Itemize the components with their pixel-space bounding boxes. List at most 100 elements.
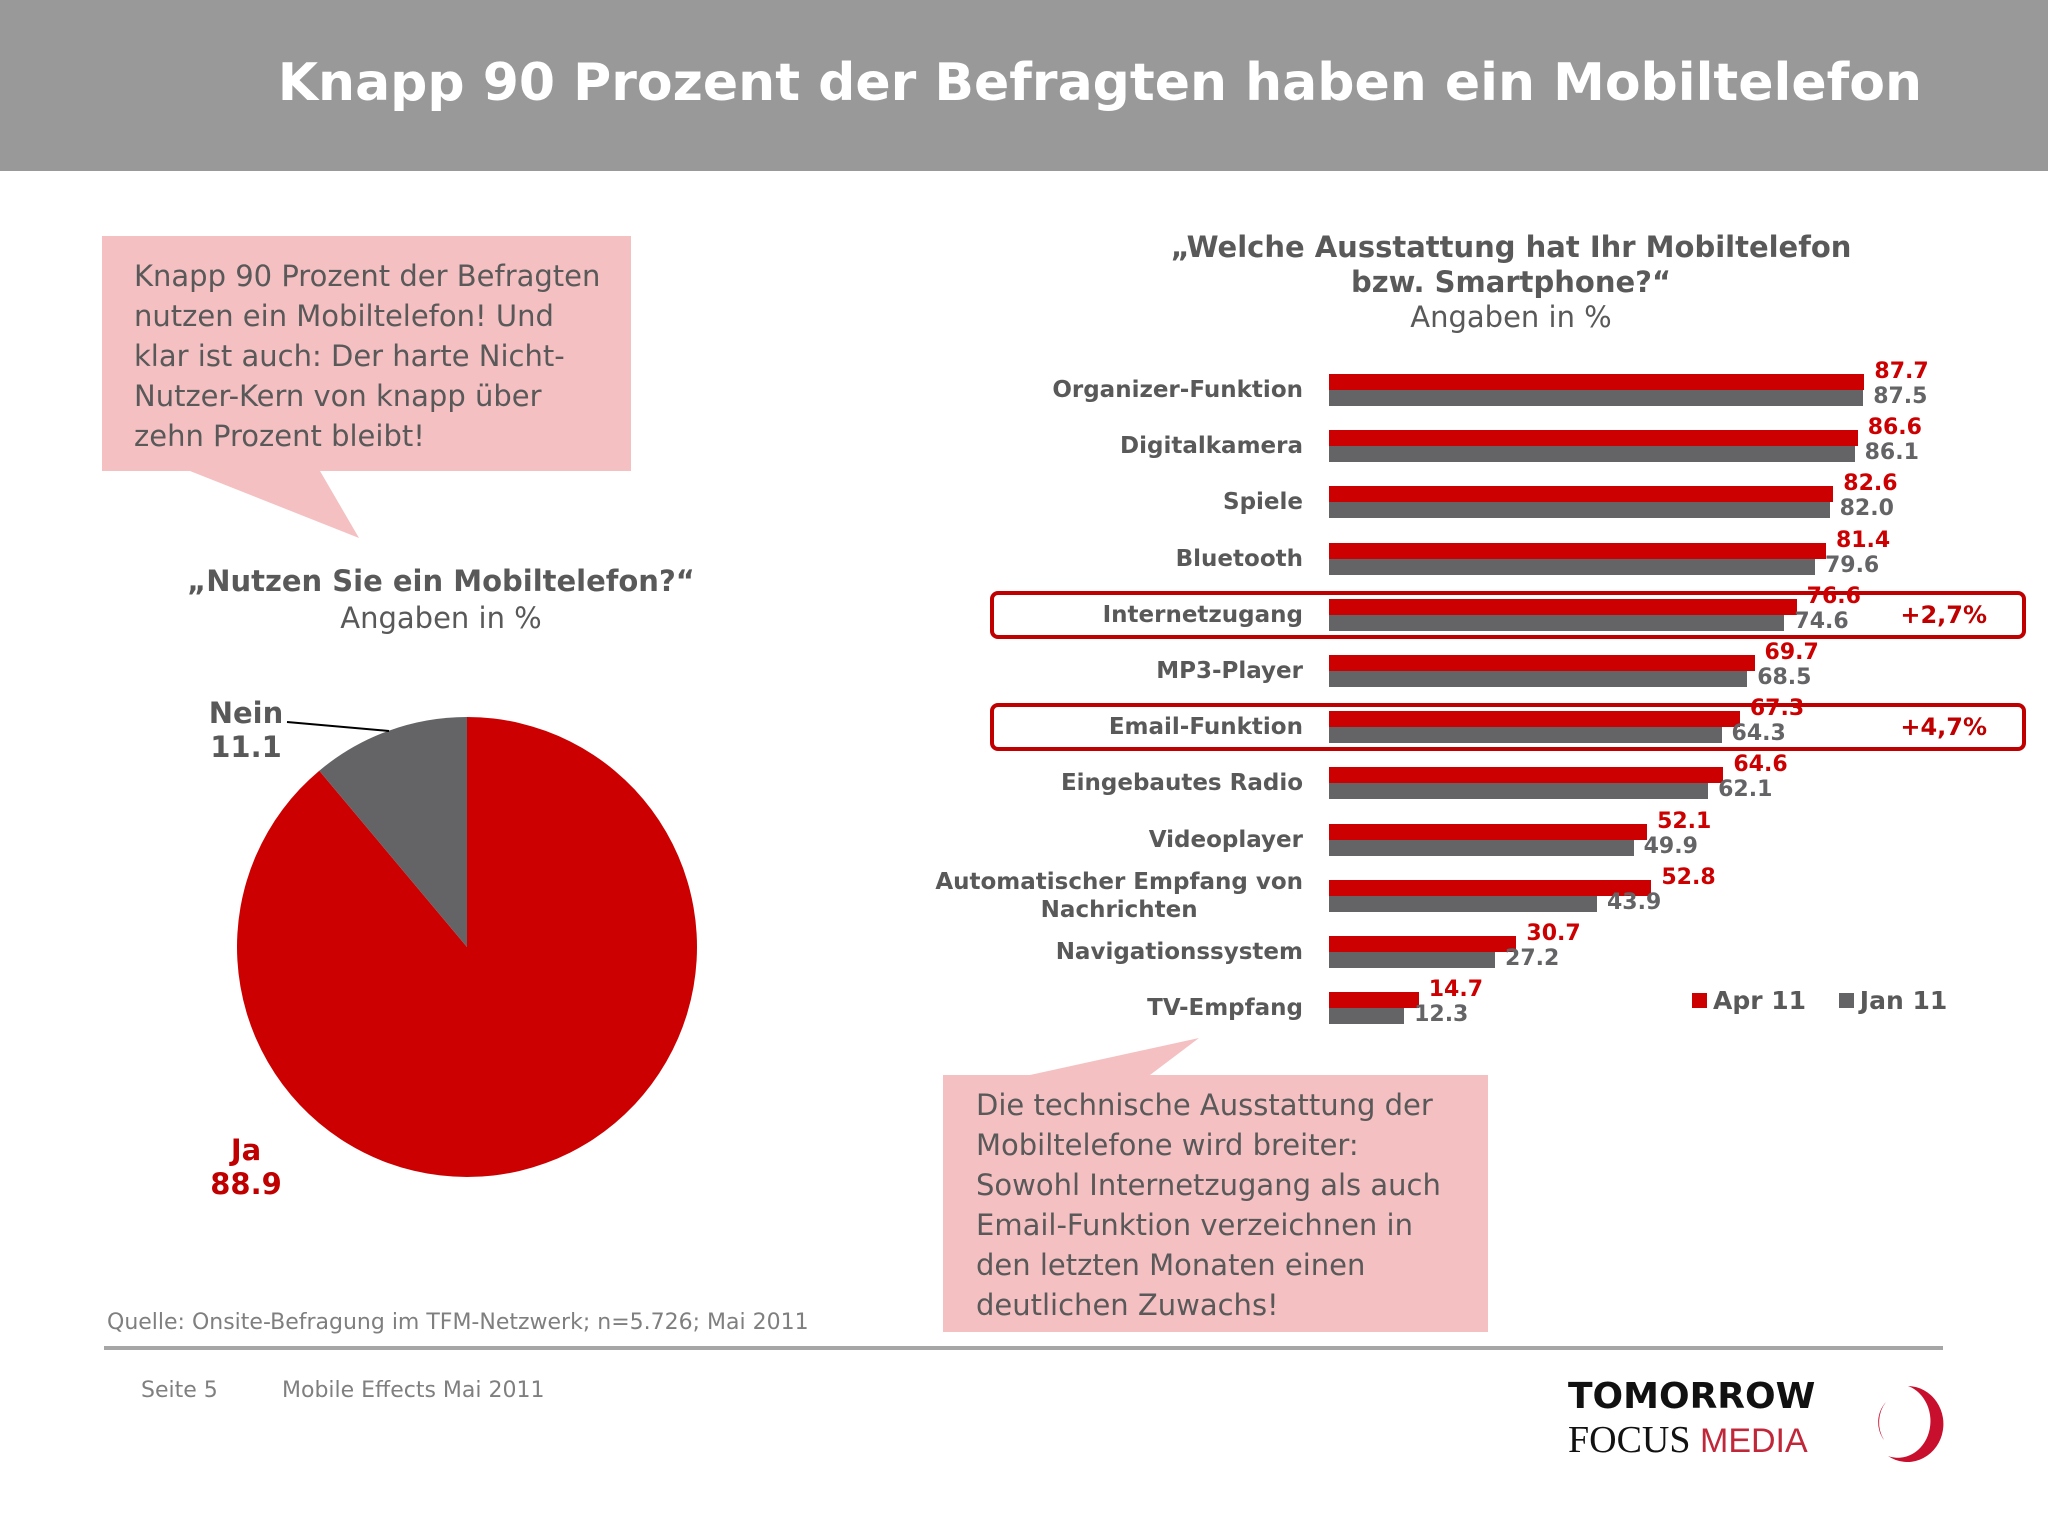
callout-line: nutzen ein Mobiltelefon! Und xyxy=(134,299,554,333)
value-label-apr: 52.1 xyxy=(1657,808,1712,834)
pie-chart xyxy=(236,716,697,1177)
category-label: Videoplayer xyxy=(1148,826,1303,853)
value-label-apr: 82.6 xyxy=(1843,471,1898,497)
pie-label-value: 11.1 xyxy=(210,730,282,764)
value-label-apr: 81.4 xyxy=(1835,527,1891,553)
legend: Apr 11 Jan 11 xyxy=(1692,986,1947,1016)
callout-line: Mobiltelefone wird breiter: xyxy=(976,1128,1359,1162)
bar-apr xyxy=(1329,542,1826,559)
bar-apr xyxy=(1329,936,1517,952)
nein-leader-line xyxy=(286,721,390,732)
source-note: Quelle: Onsite-Befragung im TFM-Netzwerk… xyxy=(107,1310,809,1335)
callout-line: Sowohl Internetzugang als auch xyxy=(976,1168,1441,1202)
highlight-box: +2,7% xyxy=(990,590,2026,639)
bar-jan xyxy=(1329,502,1830,519)
legend-item-apr: Apr 11 xyxy=(1692,986,1806,1015)
value-label-apr: 64.6 xyxy=(1733,752,1788,778)
legend-label: Apr 11 xyxy=(1713,986,1807,1015)
value-label-jan: 62.1 xyxy=(1718,777,1773,803)
pie-label-name: Ja xyxy=(230,1133,262,1167)
pie-label-ja: Ja 88.9 xyxy=(186,1133,306,1201)
pie-label-name: Nein xyxy=(208,696,284,730)
logo-line2: FOCUS MEDIA xyxy=(1568,1418,1968,1463)
bar-apr xyxy=(1329,430,1858,447)
bar-apr xyxy=(1329,992,1419,1009)
value-label-jan: 64.3 xyxy=(1731,721,1786,747)
callout-line: Nutzer-Kern von knapp über xyxy=(134,379,542,413)
bar-apr xyxy=(1329,598,1797,615)
callout-line: Die technische Ausstattung der xyxy=(976,1088,1433,1122)
callout-line: Email-Funktion verzeichnen in xyxy=(976,1208,1413,1242)
bar-subtitle: Angaben in % xyxy=(1410,300,1612,334)
value-label-apr: 69.7 xyxy=(1764,640,1819,665)
value-label-apr: 14.7 xyxy=(1428,977,1484,1003)
category-label: MP3-Player xyxy=(1156,658,1303,684)
legend-item-jan: Jan 11 xyxy=(1838,986,1947,1015)
bar-apr xyxy=(1329,711,1740,728)
bar-apr xyxy=(1329,655,1755,671)
category-label: Internetzugang xyxy=(1102,601,1303,628)
bar-apr xyxy=(1329,879,1652,896)
value-label-jan: 87.5 xyxy=(1873,384,1928,409)
bar-chart: +2,7% +4,7% Organizer-Funktion 87.7 87.5 Digi… xyxy=(935,361,2026,1026)
callout-left-tail xyxy=(190,471,359,538)
bar-jan xyxy=(1329,839,1634,856)
callout-left: Knapp 90 Prozent der Befragten nutzen ei… xyxy=(102,236,631,471)
company-logo: TOMORROW FOCUS MEDIA xyxy=(1568,1376,1968,1466)
callout-right-tail xyxy=(1030,1038,1199,1075)
value-label-jan: 68.5 xyxy=(1757,665,1812,690)
category-label: Bluetooth xyxy=(1175,545,1303,572)
pie-slice-ja xyxy=(236,717,697,1177)
category-label: Email-Funktion xyxy=(1108,714,1303,741)
header-bar xyxy=(0,0,2048,171)
page-title: Knapp 90 Prozent der Befragten haben ein… xyxy=(277,53,1922,113)
category-label: Digitalkamera xyxy=(1120,433,1303,460)
category-label: TV-Empfang xyxy=(1147,995,1303,1022)
pie-slice-nein xyxy=(319,716,467,947)
bar-jan xyxy=(1329,558,1815,575)
pie-title: „Nutzen Sie ein Mobiltelefon?“ xyxy=(187,564,695,598)
value-label-jan: 74.6 xyxy=(1794,608,1849,634)
highlight-box: +4,7% xyxy=(990,703,2026,752)
category-label: Navigationssystem xyxy=(1055,939,1303,965)
value-label-apr: 76.6 xyxy=(1806,583,1861,609)
value-label-apr: 30.7 xyxy=(1526,921,1581,946)
category-label: Automatischer Empfang von Nachrichten xyxy=(935,868,1303,923)
bar-jan xyxy=(1329,671,1748,687)
bar-jan xyxy=(1329,446,1855,463)
bar-jan xyxy=(1329,1008,1405,1025)
value-label-apr: 52.8 xyxy=(1661,864,1716,890)
value-label-apr: 67.3 xyxy=(1749,696,1805,722)
bar-jan xyxy=(1329,614,1785,631)
bar-title-line1: „Welche Ausstattung hat Ihr Mobiltelefon xyxy=(1170,230,1852,264)
pie-subtitle: Angaben in % xyxy=(340,601,542,635)
bar-apr xyxy=(1329,486,1834,503)
logo-circle-icon xyxy=(1878,1386,1944,1462)
logo-focus: FOCUS xyxy=(1568,1419,1691,1461)
value-label-jan: 49.9 xyxy=(1643,833,1698,859)
pie-label-value: 88.9 xyxy=(210,1167,282,1201)
bar-apr xyxy=(1329,767,1724,784)
callout-line: klar ist auch: Der harte Nicht- xyxy=(134,339,565,373)
bar-jan xyxy=(1329,783,1709,800)
pie-label-nein: Nein 11.1 xyxy=(186,696,306,764)
callout-line: Knapp 90 Prozent der Befragten xyxy=(134,259,601,293)
logo-line1: TOMORROW xyxy=(1568,1376,1816,1417)
bar-jan xyxy=(1329,390,1864,406)
callout-line: zehn Prozent bleibt! xyxy=(134,419,425,453)
callout-line: deutlichen Zuwachs! xyxy=(976,1288,1279,1322)
document-name: Mobile Effects Mai 2011 xyxy=(282,1378,545,1403)
page-number: Seite 5 xyxy=(141,1378,218,1403)
delta-label: +2,7% xyxy=(1900,600,1987,629)
legend-swatch-apr xyxy=(1692,993,1707,1008)
value-label-jan: 82.0 xyxy=(1839,496,1894,522)
category-label: Eingebautes Radio xyxy=(1060,770,1303,797)
category-label: Spiele xyxy=(1223,489,1303,516)
bar-jan xyxy=(1329,727,1722,744)
footer-divider xyxy=(104,1346,1943,1350)
value-label-jan: 79.6 xyxy=(1824,552,1880,578)
callout-right: Die technische Ausstattung der Mobiltele… xyxy=(943,1075,1488,1332)
bar-jan xyxy=(1329,895,1597,912)
bar-title-line2: bzw. Smartphone?“ xyxy=(1350,265,1672,299)
